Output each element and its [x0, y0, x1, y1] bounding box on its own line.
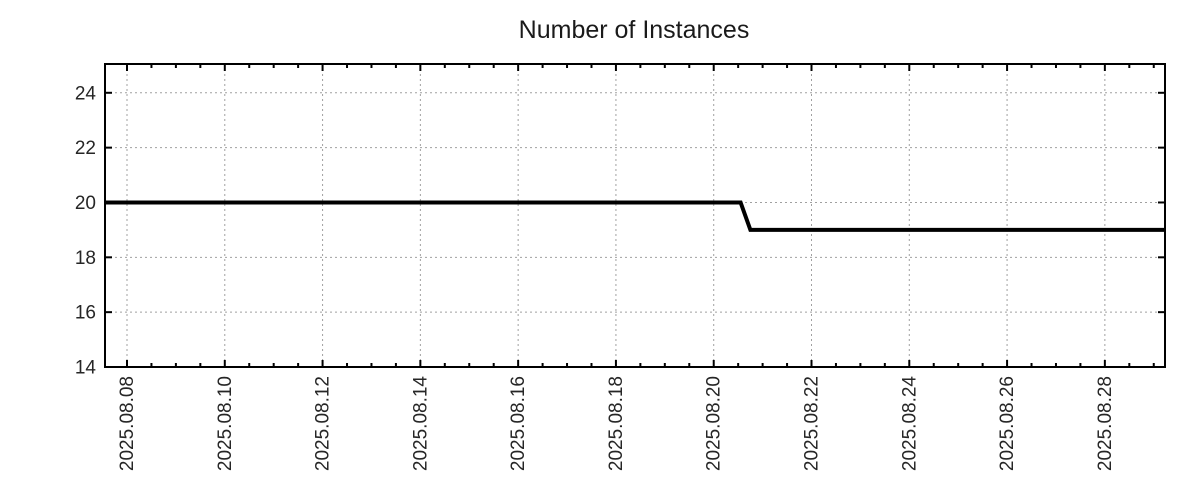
series-layer [105, 200, 1165, 232]
x-tick-label: 2025.08.08 [117, 376, 138, 471]
series-line-instances [105, 200, 1165, 232]
x-tick-label: 2025.08.14 [410, 376, 431, 472]
x-tick-label: 2025.08.26 [997, 376, 1018, 471]
chart-title: Number of Instances [519, 16, 750, 44]
tick-layer [105, 64, 1165, 368]
tick-label-layer: 2025.08.08 2025.08.10 2025.08.12 2025.08.14… [75, 83, 1116, 471]
plot-border [104, 63, 1166, 368]
x-tick-label: 2025.08.10 [215, 376, 236, 471]
x-tick-label: 2025.08.16 [508, 376, 529, 471]
y-tick-label: 22 [75, 138, 96, 159]
x-tick-label: 2025.08.24 [899, 376, 920, 472]
x-tick-label: 2025.08.18 [606, 376, 627, 471]
grid-layer [105, 64, 1165, 368]
y-tick-label: 16 [75, 303, 96, 324]
y-tick-label: 14 [75, 358, 97, 379]
y-tick-label: 20 [75, 193, 96, 214]
x-tick-label: 2025.08.20 [704, 376, 725, 471]
y-tick-label: 24 [75, 83, 97, 104]
x-tick-label: 2025.08.28 [1095, 376, 1116, 471]
x-tick-label: 2025.08.12 [313, 376, 334, 471]
x-tick-label: 2025.08.22 [802, 376, 823, 471]
y-tick-label: 18 [75, 248, 96, 269]
